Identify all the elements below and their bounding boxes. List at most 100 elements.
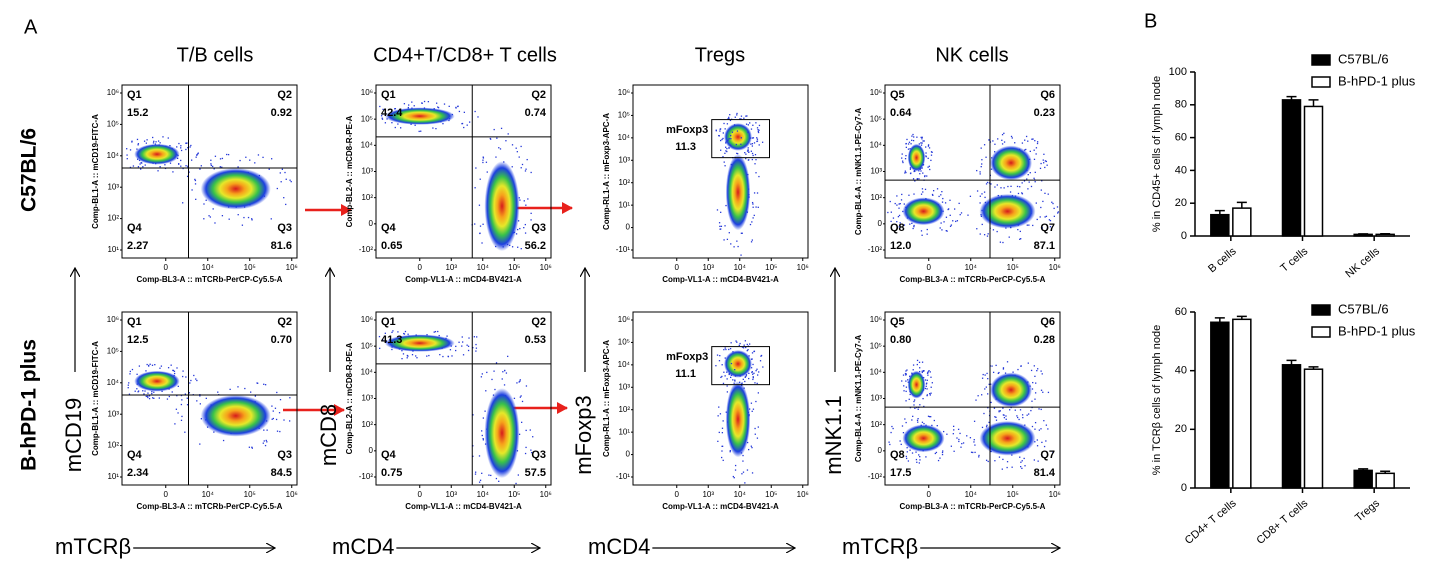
event-dot bbox=[912, 227, 914, 230]
event-dot bbox=[719, 130, 721, 132]
event-dot bbox=[924, 387, 926, 390]
event-dot bbox=[723, 239, 725, 241]
event-dot bbox=[757, 206, 759, 208]
event-dot bbox=[530, 171, 532, 174]
event-dot bbox=[524, 232, 527, 234]
event-dot bbox=[1020, 365, 1022, 367]
event-dot bbox=[753, 192, 756, 194]
event-dot bbox=[741, 232, 743, 234]
event-dot bbox=[474, 471, 477, 473]
event-dot bbox=[726, 385, 728, 387]
event-dot bbox=[942, 430, 945, 433]
gate-box bbox=[711, 346, 770, 386]
bar bbox=[1281, 364, 1302, 489]
event-dot bbox=[740, 143, 742, 145]
event-dot bbox=[1034, 375, 1036, 378]
event-dot bbox=[1043, 153, 1045, 155]
event-dot bbox=[1039, 167, 1042, 170]
event-dot bbox=[1033, 177, 1035, 179]
event-dot bbox=[998, 410, 1000, 412]
event-dot bbox=[912, 369, 914, 371]
event-dot bbox=[896, 195, 898, 197]
event-dot bbox=[733, 477, 735, 479]
event-dot bbox=[721, 432, 724, 434]
event-dot bbox=[279, 430, 281, 433]
x-tick-label: 10⁵ bbox=[508, 490, 520, 499]
event-dot bbox=[194, 183, 197, 185]
event-dot bbox=[721, 364, 723, 366]
event-dot bbox=[747, 349, 749, 351]
event-dot bbox=[129, 370, 131, 373]
event-dot bbox=[715, 130, 717, 132]
event-dot bbox=[187, 147, 189, 149]
event-dot bbox=[1029, 150, 1031, 153]
event-dot bbox=[750, 241, 753, 243]
event-dot bbox=[745, 157, 747, 160]
event-dot bbox=[928, 416, 931, 418]
event-dot bbox=[729, 449, 731, 452]
event-dot bbox=[751, 221, 753, 223]
event-dot bbox=[264, 384, 267, 386]
event-dot bbox=[756, 192, 759, 194]
event-dot bbox=[131, 368, 134, 371]
column-title: NK cells bbox=[935, 44, 1008, 66]
event-dot bbox=[1041, 455, 1044, 458]
x-tick-label: 10³ bbox=[445, 263, 457, 272]
x-tick-label: B cells bbox=[1206, 245, 1239, 275]
event-dot bbox=[977, 395, 979, 397]
event-dot bbox=[953, 429, 955, 431]
y-tick-label: 10³ bbox=[361, 167, 373, 176]
event-dot bbox=[129, 149, 132, 151]
event-dot bbox=[525, 385, 528, 387]
event-dot bbox=[1019, 456, 1021, 458]
event-dot bbox=[925, 152, 927, 154]
x-channel: Comp-BL3-A :: mTCRb-PerCP-Cy5.5-A bbox=[137, 502, 283, 511]
event-dot bbox=[916, 461, 918, 463]
event-dot bbox=[724, 225, 726, 227]
event-dot bbox=[746, 115, 748, 117]
event-dot bbox=[1052, 451, 1054, 454]
event-dot bbox=[923, 140, 925, 142]
event-dot bbox=[724, 357, 726, 359]
event-dot bbox=[755, 400, 757, 403]
event-dot bbox=[169, 162, 172, 164]
event-dot bbox=[935, 451, 938, 454]
event-dot bbox=[205, 397, 207, 400]
gate-value: 11.1 bbox=[675, 368, 696, 380]
event-dot bbox=[926, 372, 929, 374]
event-dot bbox=[720, 149, 722, 151]
event-dot bbox=[278, 412, 281, 414]
density-blob bbox=[134, 370, 180, 392]
event-dot bbox=[184, 431, 186, 433]
event-dot bbox=[527, 198, 529, 200]
event-dot bbox=[489, 137, 491, 140]
event-dot bbox=[946, 230, 948, 232]
event-dot bbox=[909, 167, 912, 169]
event-dot bbox=[477, 116, 479, 118]
event-dot bbox=[251, 446, 253, 448]
quadrant-name: Q7 bbox=[1040, 449, 1055, 461]
event-dot bbox=[170, 364, 172, 366]
event-dot bbox=[994, 416, 996, 418]
event-dot bbox=[722, 155, 724, 158]
event-dot bbox=[913, 404, 915, 406]
event-dot bbox=[180, 403, 183, 406]
event-dot bbox=[726, 391, 729, 393]
event-dot bbox=[919, 404, 921, 406]
event-dot bbox=[178, 142, 180, 145]
y-axis-label: % in CD45+ cells of lymph node bbox=[1151, 76, 1163, 232]
event-dot bbox=[484, 410, 486, 412]
event-dot bbox=[131, 141, 133, 143]
panel-label: B bbox=[1144, 10, 1157, 32]
event-dot bbox=[979, 202, 981, 204]
event-dot bbox=[473, 336, 476, 338]
event-dot bbox=[448, 105, 450, 108]
event-dot bbox=[1009, 191, 1012, 193]
event-dot bbox=[754, 427, 756, 430]
bar bbox=[1303, 368, 1324, 489]
event-dot bbox=[747, 147, 749, 149]
event-dot bbox=[131, 140, 133, 142]
event-dot bbox=[472, 455, 474, 457]
event-dot bbox=[994, 460, 996, 462]
